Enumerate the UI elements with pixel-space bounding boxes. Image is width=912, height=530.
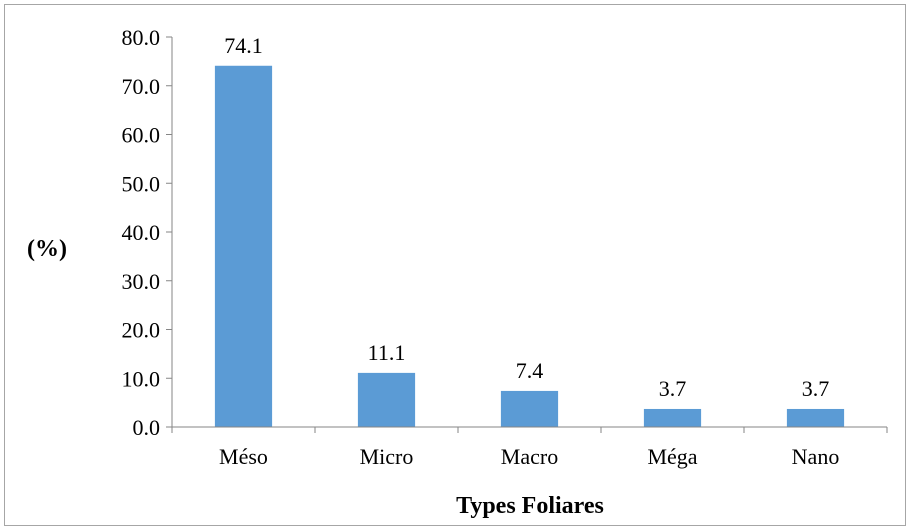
x-axis-title: Types Foliares bbox=[456, 493, 604, 519]
data-label: 11.1 bbox=[368, 340, 406, 365]
chart-frame bbox=[4, 4, 906, 526]
y-tick-label: 70.0 bbox=[122, 74, 161, 99]
bar bbox=[214, 65, 273, 427]
y-tick-label: 60.0 bbox=[122, 123, 161, 148]
x-tick-label: Méso bbox=[219, 444, 268, 469]
bar bbox=[357, 372, 416, 427]
data-label: 7.4 bbox=[516, 358, 544, 383]
bar bbox=[500, 390, 559, 427]
data-label: 3.7 bbox=[802, 376, 830, 401]
y-tick-label: 30.0 bbox=[122, 269, 161, 294]
x-tick-label: Micro bbox=[360, 444, 414, 469]
y-tick-label: 20.0 bbox=[122, 318, 161, 343]
y-tick-label: 40.0 bbox=[122, 220, 161, 245]
y-tick-label: 80.0 bbox=[122, 25, 161, 50]
bar bbox=[643, 408, 702, 427]
x-tick-label: Macro bbox=[501, 444, 558, 469]
x-axis: Méso Micro Macro Méga Nano bbox=[171, 426, 888, 469]
x-tick-label: Méga bbox=[647, 444, 697, 469]
x-tick-label: Nano bbox=[792, 444, 840, 469]
y-tick-label: 0.0 bbox=[133, 415, 161, 440]
y-tick-label: 50.0 bbox=[122, 171, 161, 196]
bars: 74.1 11.1 7.4 3.7 3.7 bbox=[214, 33, 845, 427]
data-label: 3.7 bbox=[659, 376, 687, 401]
y-axis-ticks: 0.0 10.0 20.0 30.0 40.0 50.0 60.0 70.0 80.0 bbox=[122, 25, 173, 440]
y-axis-title: (%) bbox=[27, 236, 67, 262]
y-tick-label: 10.0 bbox=[122, 366, 161, 391]
bar bbox=[786, 408, 845, 427]
data-label: 74.1 bbox=[224, 33, 263, 58]
